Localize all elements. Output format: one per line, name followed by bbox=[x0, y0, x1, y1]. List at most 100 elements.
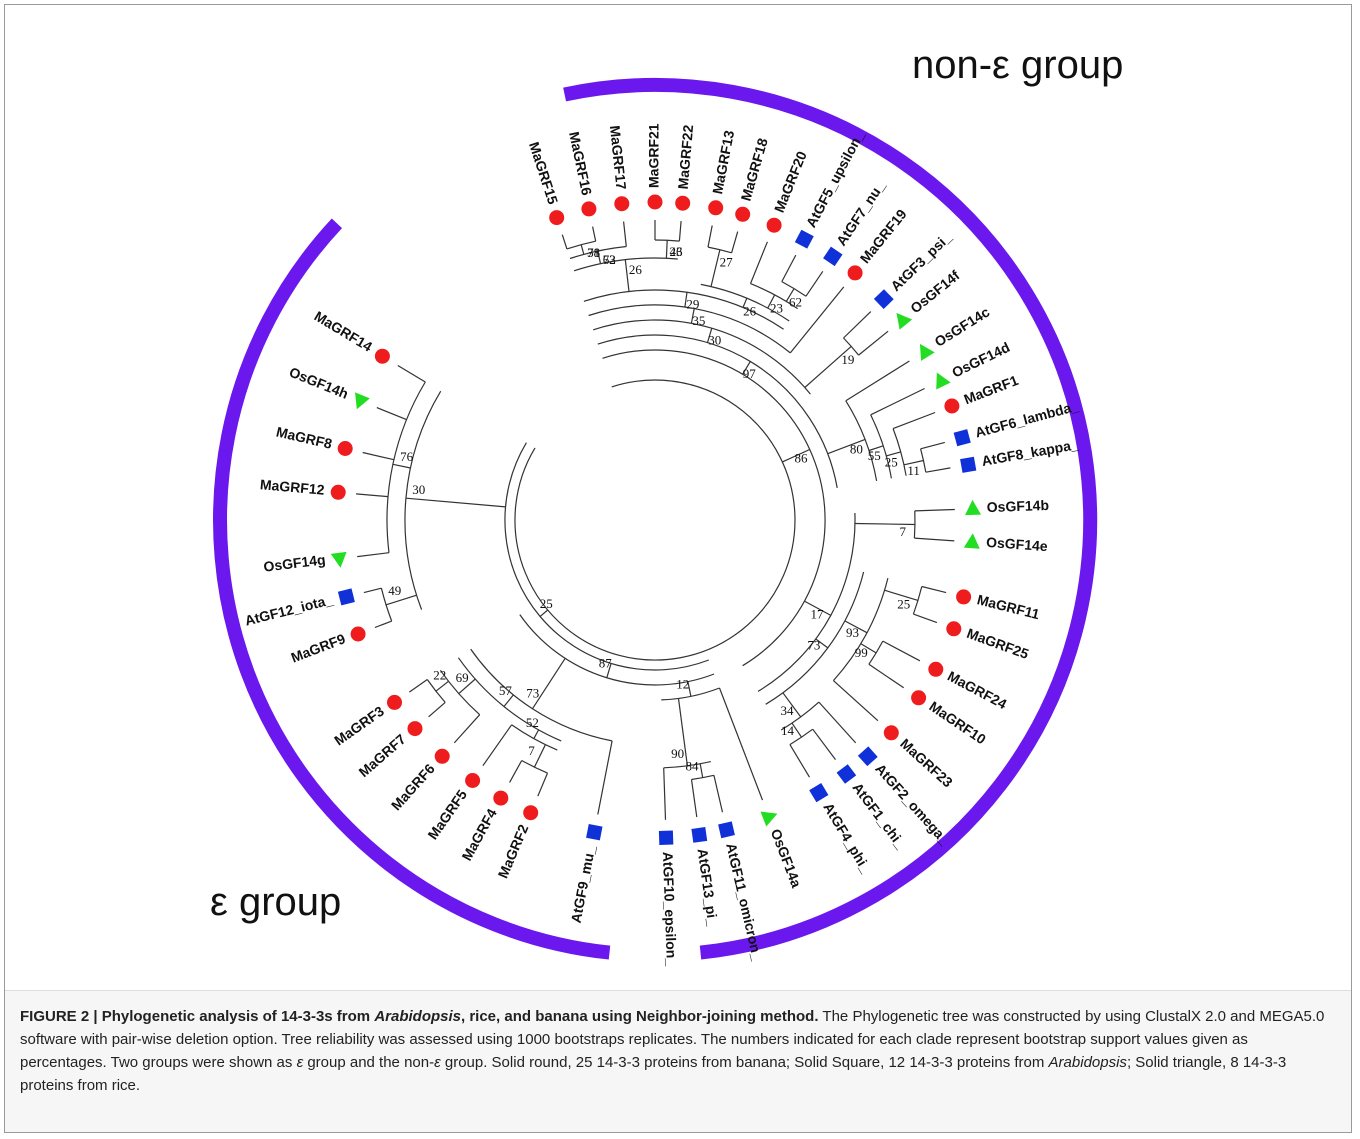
round-marker bbox=[330, 484, 346, 500]
leaf-label: AtGF6_lambda_ bbox=[973, 397, 1080, 440]
leaf-label: MaGRF2 bbox=[495, 822, 532, 881]
round-marker bbox=[675, 195, 691, 211]
clade-arc bbox=[588, 304, 791, 354]
root-arc bbox=[514, 379, 796, 661]
bootstrap-value: 25 bbox=[540, 596, 553, 611]
caption-epsilon-2: ε bbox=[434, 1054, 441, 1071]
clade-stem bbox=[539, 609, 549, 617]
bootstrap-value: 69 bbox=[456, 670, 469, 685]
leaf-label: MaGRF15 bbox=[526, 140, 561, 207]
leaf-branch bbox=[707, 225, 713, 248]
bootstrap-value: 23 bbox=[770, 301, 783, 316]
leaf-branch bbox=[925, 467, 951, 473]
leaf-branch bbox=[913, 613, 938, 624]
clade-stem bbox=[687, 681, 692, 697]
clade-stem bbox=[886, 451, 901, 457]
leaf-branch bbox=[781, 254, 797, 282]
bootstrap-value: 46 bbox=[670, 244, 684, 259]
clade-arc bbox=[892, 428, 907, 476]
caption-body-3: group. Solid round, 25 14-3-3 proteins f… bbox=[440, 1054, 1049, 1071]
leaf-branch bbox=[818, 701, 857, 744]
leaf-branch bbox=[408, 679, 428, 693]
square-marker bbox=[836, 764, 857, 784]
leaf-label: MaGRF10 bbox=[926, 698, 989, 747]
square-marker bbox=[691, 826, 708, 843]
leaf-branch bbox=[482, 724, 513, 767]
bootstrap-value: 23 bbox=[670, 244, 683, 259]
clade-stem bbox=[804, 600, 832, 616]
clade-arc bbox=[654, 239, 680, 242]
clade-stem bbox=[531, 658, 566, 710]
tree-branches bbox=[356, 220, 955, 820]
round-marker bbox=[493, 790, 509, 806]
round-marker bbox=[647, 194, 663, 210]
leaf-label: MaGRF6 bbox=[388, 760, 438, 813]
caption-epsilon-1: ε bbox=[296, 1054, 304, 1071]
leaf-branch bbox=[561, 234, 568, 250]
leaf-label: MaGRF3 bbox=[331, 703, 387, 749]
triangle-marker bbox=[896, 312, 913, 330]
leaf-label: MaGRF7 bbox=[355, 731, 409, 780]
leaf-label: MaGRF18 bbox=[738, 136, 771, 203]
round-marker bbox=[847, 265, 863, 281]
triangle-marker bbox=[965, 499, 982, 516]
epsilon-group-label: ε group bbox=[210, 880, 341, 924]
bootstrap-value: 63 bbox=[603, 252, 616, 267]
bootstrap-value: 99 bbox=[855, 645, 868, 660]
clade-stem bbox=[699, 763, 704, 778]
round-marker bbox=[614, 196, 630, 212]
clade-stem bbox=[827, 438, 866, 455]
leaf-label: MaGRF1 bbox=[962, 372, 1021, 407]
caption-body-2: group and the non- bbox=[303, 1054, 435, 1071]
clade-stem bbox=[435, 680, 449, 692]
clade-stem bbox=[690, 308, 695, 324]
bootstrap-value: 84 bbox=[686, 758, 700, 773]
clade-stem bbox=[804, 345, 852, 388]
leaf-label: MaGRF25 bbox=[965, 625, 1031, 662]
leaf-branch bbox=[376, 407, 407, 421]
square-marker bbox=[794, 229, 814, 249]
tree-svg: 71 72 23 26 27 62 23 26 29 35 19 30 11 25 55 80 97 7 25 99 9… bbox=[210, 43, 1123, 967]
bootstrap-value: 17 bbox=[811, 606, 825, 621]
group-ring bbox=[213, 77, 1098, 960]
clade-stem bbox=[684, 292, 688, 308]
clade-stem bbox=[710, 249, 721, 287]
square-marker bbox=[718, 821, 735, 839]
leaf-branch bbox=[870, 387, 925, 416]
square-marker bbox=[337, 588, 355, 606]
bootstrap-value: 26 bbox=[629, 262, 643, 277]
bootstrap-value: 73 bbox=[526, 685, 539, 700]
epsilon-group-ring bbox=[213, 218, 611, 960]
leaf-branch bbox=[845, 360, 910, 402]
caption-title-part2: , rice, and banana using Neighbor-joinin… bbox=[461, 1008, 819, 1025]
round-marker bbox=[549, 210, 565, 226]
leaf-label: OsGF14g bbox=[263, 551, 327, 574]
clade-stem bbox=[815, 638, 829, 649]
leaf-branch bbox=[362, 451, 395, 461]
clade-stem bbox=[742, 298, 748, 308]
clade-arc bbox=[386, 381, 426, 553]
clade-arc bbox=[700, 283, 790, 322]
clade-arc bbox=[780, 701, 820, 731]
round-marker bbox=[407, 721, 423, 737]
clade-arc bbox=[566, 240, 596, 250]
bootstrap-value: 57 bbox=[499, 683, 513, 698]
round-marker bbox=[374, 348, 390, 364]
leaf-branch bbox=[858, 330, 889, 356]
leaf-branch bbox=[592, 226, 597, 242]
clade-stem bbox=[503, 694, 514, 707]
round-marker bbox=[708, 200, 724, 216]
clade-stem bbox=[706, 328, 713, 343]
bootstrap-value: 7 bbox=[899, 524, 906, 539]
caption-title-part1: Phylogenetic analysis of 14-3-3s from bbox=[101, 1008, 375, 1025]
clade-stem bbox=[533, 729, 540, 739]
leaf-branch bbox=[453, 714, 481, 744]
leaf-branch bbox=[914, 508, 955, 512]
bootstrap-value: 62 bbox=[789, 295, 802, 310]
round-marker bbox=[387, 694, 402, 710]
leaf-label: MaGRF12 bbox=[259, 476, 325, 498]
leaf-label: AtGF9_mu_ bbox=[568, 844, 599, 924]
caption-body-1: The Phylogenetic tree was constructed by… bbox=[20, 1008, 1325, 1071]
square-marker bbox=[857, 746, 878, 767]
leaf-branch bbox=[749, 241, 768, 284]
